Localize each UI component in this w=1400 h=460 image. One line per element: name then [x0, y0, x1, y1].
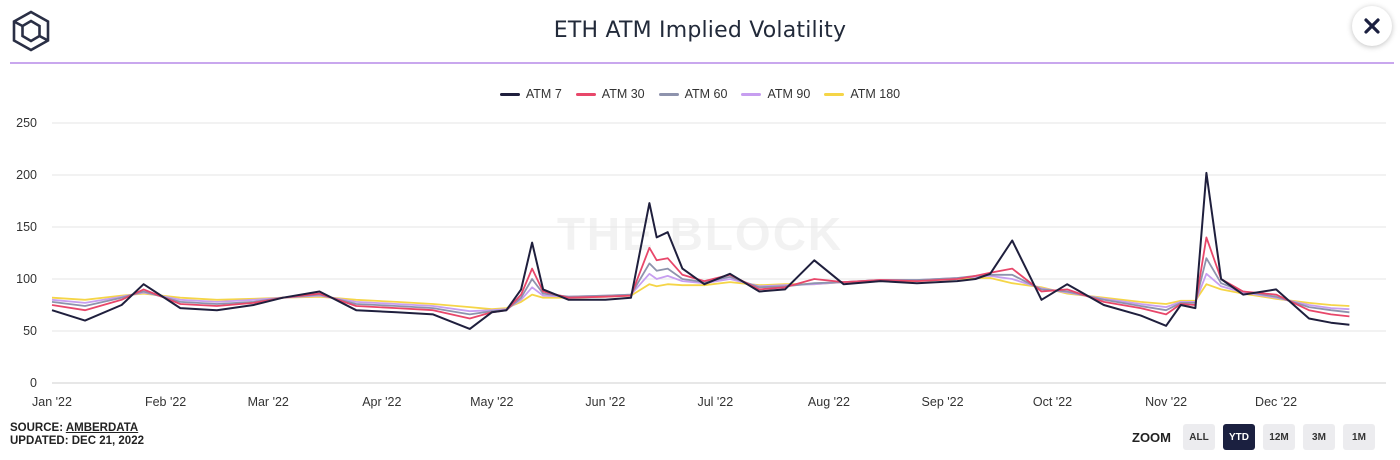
close-icon [1364, 18, 1380, 34]
y-tick-label: 250 [16, 116, 37, 130]
legend-item-atm-90[interactable]: ATM 90 [741, 87, 810, 101]
x-tick-label: Oct '22 [1033, 395, 1072, 409]
zoom-button-ytd[interactable]: YTD [1223, 424, 1255, 450]
legend-item-atm-180[interactable]: ATM 180 [824, 87, 900, 101]
legend-item-atm-7[interactable]: ATM 7 [499, 87, 562, 101]
zoom-button-12m[interactable]: 12M [1263, 424, 1295, 450]
chart-footer: SOURCE: AMBERDATA UPDATED: DEC 21, 2022 [10, 422, 144, 448]
legend-label: ATM 60 [684, 87, 728, 101]
legend-swatch [575, 92, 596, 96]
x-tick-label: Apr '22 [362, 395, 401, 409]
zoom-controls: ZOOM ALL YTD 12M 3M 1M [1132, 424, 1375, 450]
legend-label: ATM 90 [767, 87, 811, 101]
legend-item-atm-60[interactable]: ATM 60 [658, 87, 728, 101]
x-tick-label: May '22 [470, 395, 513, 409]
updated-date: UPDATED: DEC 21, 2022 [10, 435, 144, 447]
watermark-text: THE BLOCK [557, 208, 843, 260]
zoom-button-3m[interactable]: 3M [1303, 424, 1335, 450]
legend-swatch [658, 92, 679, 96]
zoom-button-1m[interactable]: 1M [1343, 424, 1375, 450]
series-line-atm-7 [51, 171, 1350, 330]
x-tick-label: Dec '22 [1255, 395, 1297, 409]
x-tick-label: Jul '22 [697, 395, 733, 409]
legend-label: ATM 7 [525, 87, 562, 101]
y-tick-label: 50 [23, 324, 37, 338]
source-prefix: SOURCE: [10, 422, 66, 434]
chart-area: THE BLOCK 0 50 100 150 200 250 Jan '22 Feb '22 Ma… [0, 70, 1400, 410]
close-button[interactable] [1352, 6, 1392, 46]
x-tick-label: Feb '22 [145, 395, 186, 409]
legend-swatch [824, 92, 845, 96]
legend-label: ATM 180 [850, 87, 901, 101]
legend-swatch [499, 92, 520, 96]
x-tick-label: Nov '22 [1145, 395, 1187, 409]
x-tick-label: Jun '22 [585, 395, 625, 409]
zoom-button-all[interactable]: ALL [1183, 424, 1215, 450]
chart-legend: ATM 7 ATM 30 ATM 60 ATM 90 ATM 180 [0, 87, 1400, 101]
legend-label: ATM 30 [601, 87, 645, 101]
x-tick-label: Sep '22 [922, 395, 964, 409]
source-line: SOURCE: AMBERDATA [10, 422, 144, 435]
cube-logo-icon[interactable] [10, 10, 52, 52]
zoom-label: ZOOM [1132, 429, 1171, 445]
x-tick-label: Mar '22 [248, 395, 289, 409]
line-chart: THE BLOCK 0 50 100 150 200 250 Jan '22 Feb '22 Ma… [16, 116, 1386, 409]
source-link[interactable]: AMBERDATA [65, 422, 139, 434]
y-tick-label: 0 [30, 376, 37, 390]
y-tick-label: 200 [16, 168, 37, 182]
y-tick-label: 100 [16, 272, 37, 286]
header: ETH ATM Implied Volatility [0, 0, 1400, 64]
legend-swatch [741, 92, 762, 96]
header-divider [10, 62, 1394, 64]
x-tick-label: Jan '22 [32, 395, 72, 409]
legend-item-atm-30[interactable]: ATM 30 [575, 87, 645, 101]
cube-logo-svg [12, 10, 50, 52]
chart-title: ETH ATM Implied Volatility [553, 18, 847, 43]
x-tick-label: Aug '22 [808, 395, 850, 409]
y-tick-label: 150 [16, 220, 37, 234]
